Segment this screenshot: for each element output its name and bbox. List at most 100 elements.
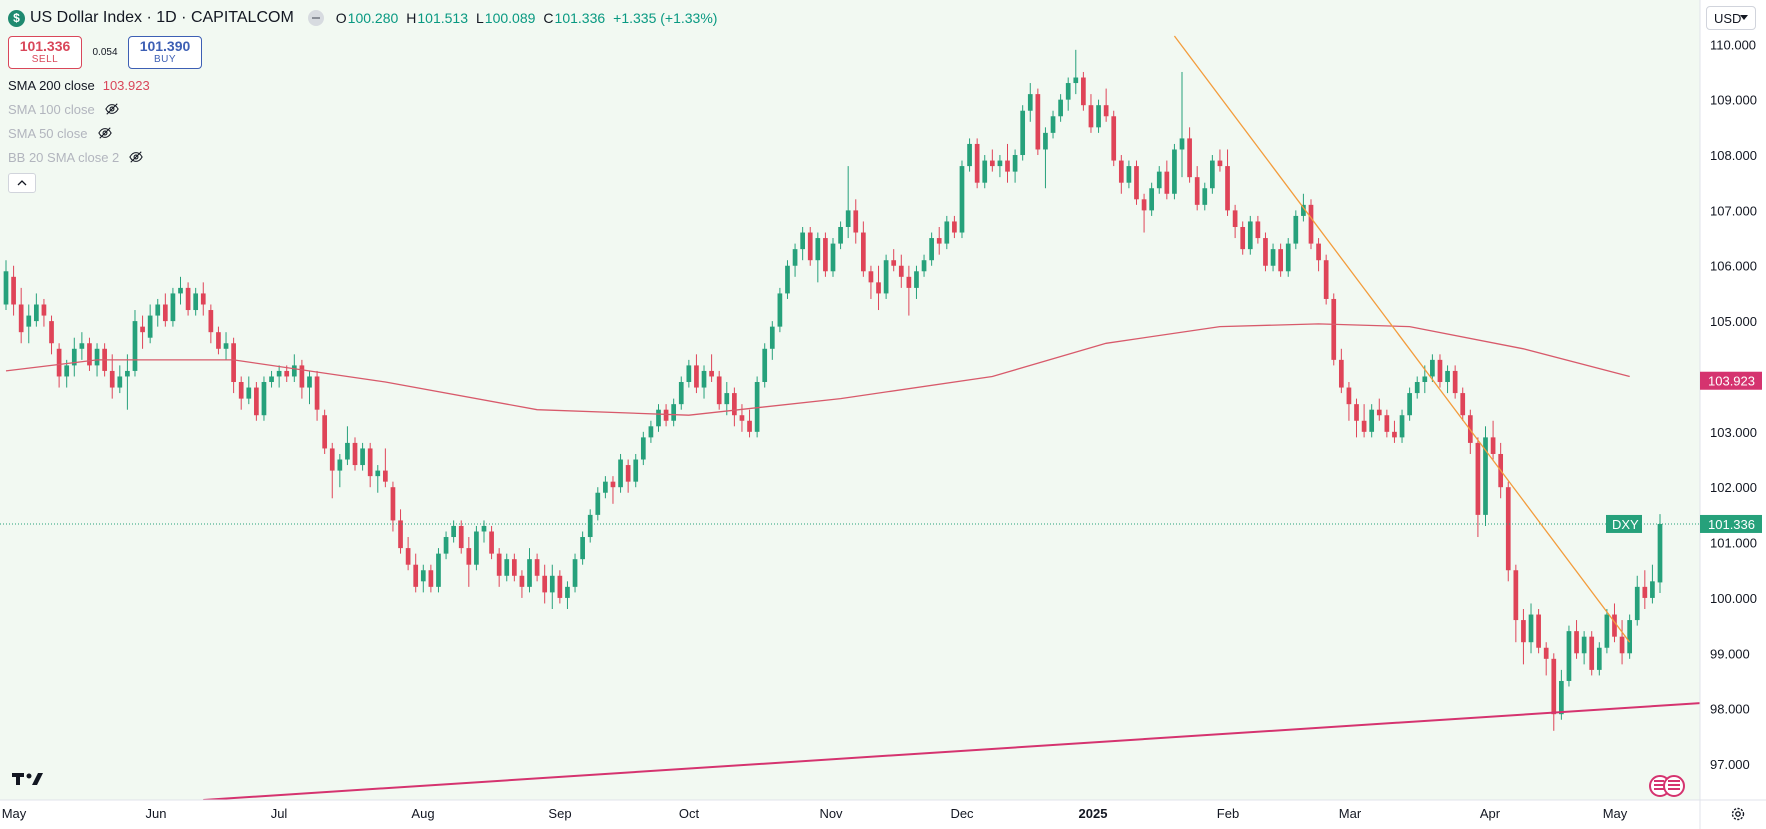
candle bbox=[1483, 426, 1488, 526]
candle-body bbox=[231, 343, 236, 383]
us-flag-icon[interactable] bbox=[1648, 774, 1690, 798]
candle-body bbox=[1346, 387, 1352, 405]
candle bbox=[1323, 254, 1329, 305]
candle-body bbox=[1369, 409, 1375, 432]
candle-body bbox=[322, 415, 328, 449]
candle bbox=[944, 215, 950, 250]
sell-button[interactable]: 101.336 SELL bbox=[8, 36, 82, 69]
candle-body bbox=[56, 348, 62, 377]
symbol-title[interactable]: US Dollar Index · 1D · CAPITALCOM bbox=[30, 9, 294, 26]
candle-body bbox=[830, 243, 836, 272]
candle-body bbox=[936, 238, 942, 244]
candle bbox=[739, 404, 745, 432]
indicator-sma50[interactable]: SMA 50 close bbox=[8, 121, 717, 145]
candle bbox=[974, 138, 980, 189]
candle-body bbox=[193, 293, 199, 311]
candle-body bbox=[162, 304, 168, 322]
eye-hidden-icon[interactable] bbox=[97, 126, 112, 140]
candle bbox=[1020, 105, 1026, 161]
candle bbox=[1430, 354, 1435, 383]
candle bbox=[1065, 77, 1071, 111]
support-trendline bbox=[203, 702, 1701, 801]
candle bbox=[254, 382, 259, 421]
candle bbox=[1338, 348, 1344, 394]
eye-hidden-icon[interactable] bbox=[129, 150, 144, 164]
candle bbox=[1399, 409, 1405, 443]
candle-body bbox=[1187, 138, 1192, 178]
candle bbox=[87, 337, 92, 371]
buy-button[interactable]: 101.390 BUY bbox=[128, 36, 202, 69]
candle bbox=[580, 531, 585, 565]
candle bbox=[474, 525, 479, 571]
candle bbox=[671, 398, 677, 427]
candle-body bbox=[125, 370, 130, 377]
collapse-header-icon[interactable] bbox=[307, 10, 324, 26]
candle bbox=[1179, 71, 1185, 178]
candle-body bbox=[542, 575, 548, 593]
candle-body bbox=[254, 387, 259, 416]
candle bbox=[1285, 238, 1291, 277]
candle-body bbox=[640, 437, 646, 460]
candle-body bbox=[3, 271, 9, 305]
candle-body bbox=[777, 293, 783, 327]
eye-hidden-icon[interactable] bbox=[104, 102, 119, 116]
candle-body bbox=[26, 315, 32, 327]
candle-body bbox=[1156, 171, 1162, 189]
buy-label: BUY bbox=[153, 53, 177, 65]
candle-body bbox=[656, 409, 661, 427]
time-tick-label: Jun bbox=[146, 806, 167, 821]
candle bbox=[1187, 127, 1192, 183]
candle-body bbox=[208, 310, 214, 333]
candle bbox=[1035, 88, 1041, 156]
candle-body bbox=[170, 293, 176, 322]
candle bbox=[162, 293, 168, 327]
candle-body bbox=[1118, 160, 1124, 183]
gear-icon[interactable] bbox=[1730, 806, 1746, 822]
candle bbox=[18, 287, 24, 344]
tradingview-logo[interactable] bbox=[12, 770, 44, 793]
currency-selector[interactable]: USD bbox=[1706, 6, 1756, 30]
collapse-indicators-button[interactable] bbox=[8, 173, 36, 193]
candle-body bbox=[79, 343, 85, 349]
candle-body bbox=[944, 221, 950, 244]
candle-body bbox=[1505, 487, 1511, 571]
candle-body bbox=[853, 210, 859, 233]
candle bbox=[618, 453, 623, 493]
candle bbox=[1164, 160, 1170, 200]
candle bbox=[891, 249, 897, 272]
price-tick-label: 110.000 bbox=[1710, 37, 1756, 52]
price-change: +1.335 (+1.33%) bbox=[613, 10, 718, 26]
candle bbox=[489, 525, 494, 560]
candle-body bbox=[914, 271, 919, 288]
ohlc-value: 100.280 bbox=[347, 9, 399, 26]
candle bbox=[420, 564, 426, 593]
candle-body bbox=[1490, 437, 1496, 454]
candle-body bbox=[1308, 204, 1314, 244]
indicator-bb20[interactable]: BB 20 SMA close 2 bbox=[8, 145, 717, 169]
candle bbox=[876, 265, 881, 311]
candle bbox=[534, 553, 540, 582]
ohlc-h: H101.513 bbox=[406, 10, 468, 26]
indicator-sma100[interactable]: SMA 100 close bbox=[8, 97, 717, 121]
price-tick-label: 100.000 bbox=[1710, 591, 1757, 606]
candle-body bbox=[724, 393, 730, 405]
candle bbox=[185, 282, 191, 316]
candle-body bbox=[1634, 586, 1640, 621]
candle-body bbox=[1559, 680, 1564, 715]
candle-body bbox=[64, 365, 70, 377]
candle bbox=[413, 553, 419, 593]
candle-body bbox=[625, 465, 631, 482]
candle-body bbox=[420, 570, 426, 582]
candle-body bbox=[1043, 132, 1048, 150]
candle-body bbox=[1392, 431, 1397, 438]
trade-panel: 101.336 SELL 0.054 101.390 BUY bbox=[8, 36, 717, 69]
candle bbox=[193, 287, 199, 316]
indicator-sma200[interactable]: SMA 200 close 103.923 bbox=[8, 73, 717, 97]
candle bbox=[724, 382, 730, 416]
candle bbox=[337, 453, 343, 488]
candle bbox=[656, 404, 661, 432]
time-tick-label: Mar bbox=[1339, 806, 1362, 821]
ohlc-key: C bbox=[543, 9, 554, 26]
